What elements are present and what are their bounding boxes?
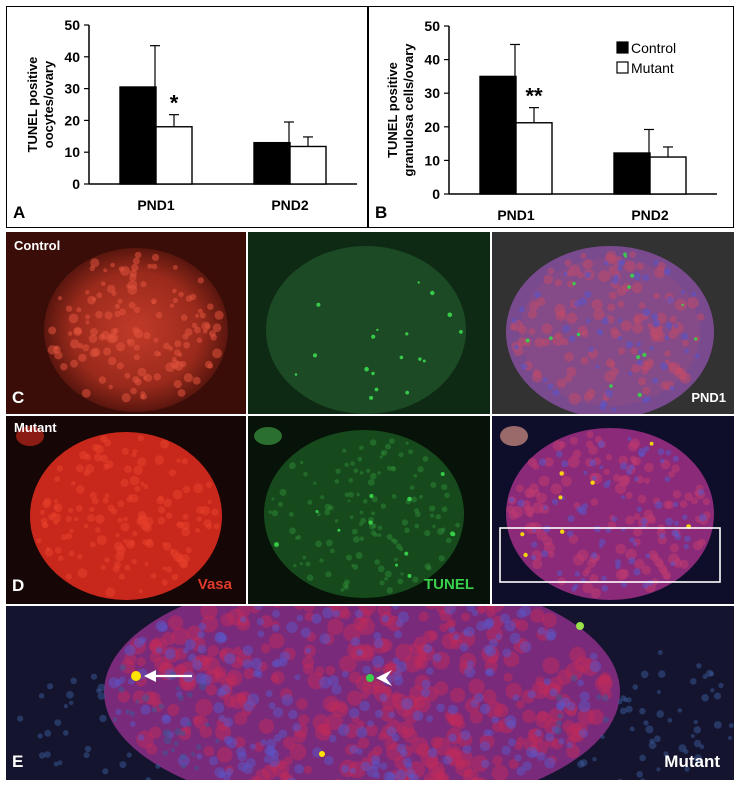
row-e-label: Mutant — [664, 752, 720, 771]
y-tick-label: 20 — [64, 112, 80, 128]
micrograph-control-merge: PND1 — [492, 232, 734, 414]
y-tick-label: 40 — [424, 52, 440, 68]
y-tick-label: 30 — [64, 81, 80, 97]
ovary-shape — [266, 246, 466, 414]
arrowhead-marker — [376, 670, 392, 686]
row-c-stage-label: PND1 — [691, 390, 726, 405]
bar-mutant-pnd2 — [289, 145, 327, 185]
micrograph-control-tunel — [248, 232, 490, 414]
row-c-label: Control — [14, 238, 61, 253]
y-tick-label: 0 — [72, 176, 80, 192]
bar-control-pnd1 — [479, 75, 517, 195]
x-tick-label-pnd1: PND1 — [497, 207, 535, 223]
zoom-region-box — [499, 527, 721, 583]
signal-dot — [576, 622, 584, 630]
bar-control-pnd1 — [119, 86, 157, 185]
tunel-label: TUNEL — [424, 576, 474, 593]
x-tick-label-pnd2: PND2 — [271, 197, 309, 213]
micrograph-mutant-zoom: E Mutant — [6, 606, 734, 780]
y-tick-label: 30 — [424, 85, 440, 101]
panel-e-letter: E — [12, 752, 24, 771]
signal-dot — [319, 751, 325, 757]
row-d-label: Mutant — [14, 420, 57, 435]
chart-a: 0 10 20 30 40 50 TUNEL positiveoocytes/ovary PN… — [25, 17, 357, 213]
apoptotic-oocyte-signal — [131, 671, 141, 681]
legend-label-control: Control — [631, 40, 676, 56]
ovary-shape — [264, 430, 464, 598]
y-axis-label: TUNEL positiveoocytes/ovary — [25, 57, 56, 153]
arrow-marker-head — [144, 670, 156, 682]
y-tick-label: 50 — [424, 18, 440, 34]
panel-a-frame: 0 10 20 30 40 50 TUNEL positiveoocytes/ovary PN… — [6, 6, 368, 228]
y-tick-label: 0 — [432, 186, 440, 202]
micrograph-mutant-vasa: Mutant D Vasa — [6, 416, 246, 604]
ovary-shape — [506, 428, 714, 600]
legend-swatch-control — [616, 41, 629, 54]
micrograph-mutant-tunel: TUNEL — [248, 416, 490, 604]
significance-marker: ** — [525, 84, 543, 109]
y-tick-label: 50 — [64, 17, 80, 33]
panel-b-letter: B — [375, 203, 388, 222]
significance-marker: * — [170, 91, 179, 116]
legend-swatch-mutant — [616, 61, 629, 74]
y-tick-label: 10 — [64, 144, 80, 160]
bar-control-pnd2 — [613, 152, 651, 195]
panel-d-letter: D — [12, 576, 25, 595]
micrograph-mutant-merge — [492, 416, 734, 604]
apoptotic-granulosa-signal — [366, 674, 374, 682]
panel-a-letter: A — [13, 203, 26, 222]
panel-b-frame: 0 10 20 30 40 50 TUNEL positivegranulosa cells… — [368, 6, 734, 228]
bar-control-pnd2 — [253, 141, 291, 185]
micrograph-control-vasa: Control C — [6, 232, 246, 414]
legend-label-mutant: Mutant — [631, 60, 674, 76]
y-tick-label: 10 — [424, 152, 440, 168]
vasa-label: Vasa — [197, 576, 232, 593]
panel-c-letter: C — [12, 388, 25, 407]
x-tick-label-pnd1: PND1 — [137, 197, 175, 213]
chart-b: 0 10 20 30 40 50 TUNEL positivegranulosa cells… — [385, 18, 717, 223]
bar-mutant-pnd1 — [155, 126, 193, 185]
x-tick-label-pnd2: PND2 — [631, 207, 669, 223]
bar-mutant-pnd1 — [515, 122, 553, 195]
y-tick-label: 20 — [424, 119, 440, 135]
bar-mutant-pnd2 — [649, 156, 687, 195]
y-tick-label: 40 — [64, 49, 80, 65]
y-axis-label: TUNEL positivegranulosa cells/ovary — [385, 43, 416, 177]
